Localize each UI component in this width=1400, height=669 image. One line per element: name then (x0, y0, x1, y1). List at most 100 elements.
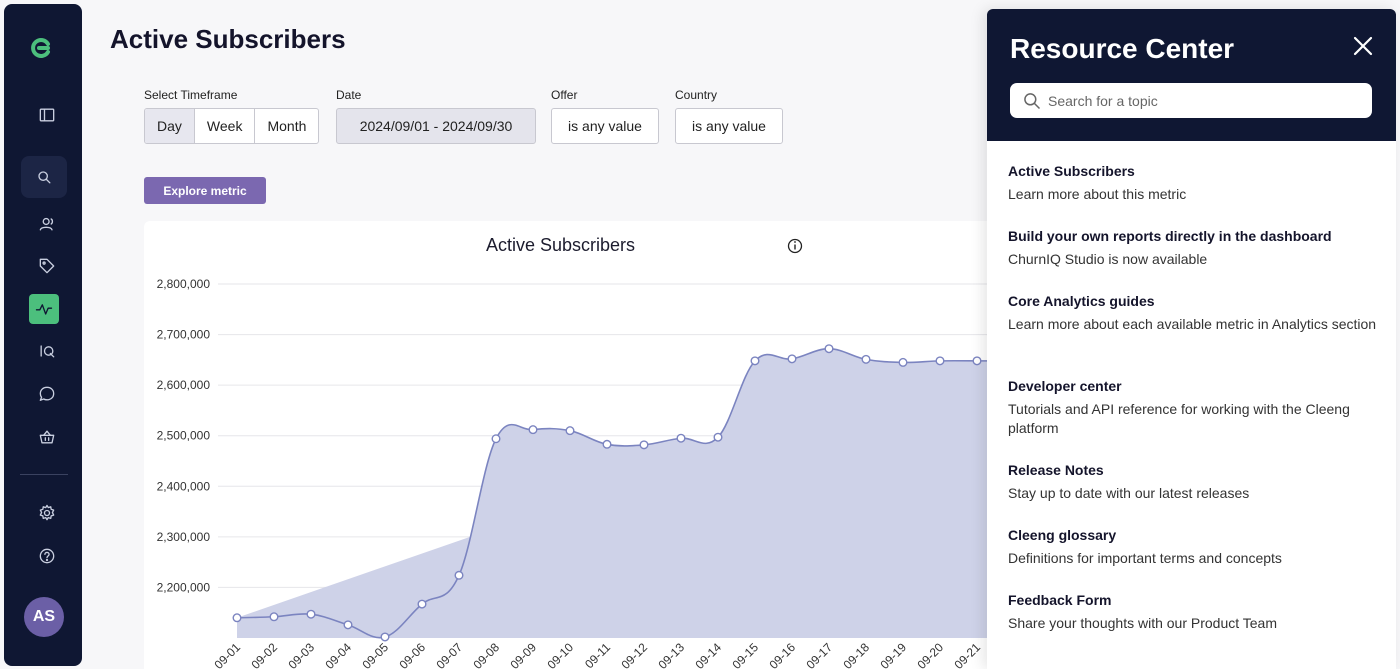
close-icon[interactable] (1352, 35, 1374, 57)
timeframe-day-option[interactable]: Day (145, 109, 195, 143)
explore-metric-button[interactable]: Explore metric (144, 177, 266, 204)
data-point[interactable] (972, 356, 982, 366)
avatar[interactable]: AS (24, 597, 64, 637)
resource-item[interactable]: Active Subscribers Learn more about this… (1008, 162, 1378, 204)
page-title: Active Subscribers (110, 24, 346, 54)
data-point[interactable] (676, 433, 686, 443)
area-fill-extension (237, 348, 1044, 638)
data-point[interactable] (861, 354, 871, 364)
data-point[interactable] (602, 439, 612, 449)
resource-item[interactable]: Cleeng glossary Definitions for importan… (1008, 526, 1378, 568)
chart-card: Active Subscribers 2,200,000 2,300,000 2,4… (144, 221, 1044, 669)
data-point[interactable] (491, 434, 501, 444)
resource-item-desc: Share your thoughts with our Product Tea… (1008, 615, 1278, 631)
y-tick-label: 2,300,000 (157, 530, 211, 544)
resource-item-title: Build your own reports directly in the d… (1008, 228, 1332, 244)
y-tick-label: 2,700,000 (157, 328, 211, 342)
x-tick-label: 09-06 (397, 640, 429, 669)
y-tick-label: 2,500,000 (157, 429, 211, 443)
users-icon[interactable] (26, 207, 68, 241)
x-tick-label: 09-15 (730, 640, 762, 669)
resource-item[interactable]: Core Analytics guides Learn more about e… (1008, 292, 1378, 334)
resource-item-title: Cleeng glossary (1008, 527, 1117, 543)
area-fill (237, 348, 977, 638)
resource-item[interactable]: Developer center Tutorials and API refer… (1008, 377, 1378, 438)
data-point[interactable] (787, 354, 797, 364)
x-tick-label: 09-04 (323, 640, 355, 669)
resource-item-desc: Definitions for important terms and conc… (1008, 550, 1282, 566)
y-tick-label: 2,800,000 (157, 277, 211, 291)
search-icon[interactable] (21, 156, 67, 198)
data-point[interactable] (343, 620, 353, 630)
x-tick-label: 09-19 (878, 640, 910, 669)
resource-item[interactable]: Release Notes Stay up to date with our l… (1008, 461, 1378, 503)
tag-icon[interactable] (26, 249, 68, 283)
iq-icon[interactable] (26, 334, 68, 368)
timeframe-label: Select Timeframe (144, 88, 238, 102)
data-point[interactable] (639, 440, 649, 450)
resource-center-panel: Resource Center Active Subscribers Learn… (987, 9, 1396, 669)
resource-item[interactable]: Feedback Form Share your thoughts with o… (1008, 591, 1378, 633)
x-tick-label: 09-21 (952, 640, 984, 669)
x-tick-label: 09-14 (693, 640, 725, 669)
date-label: Date (336, 88, 362, 102)
data-point[interactable] (269, 612, 279, 622)
country-filter[interactable]: is any value (675, 108, 783, 144)
x-tick-label: 09-18 (841, 640, 873, 669)
timeframe-month-option[interactable]: Month (267, 118, 307, 134)
info-icon[interactable] (787, 238, 803, 254)
resource-item-title: Developer center (1008, 378, 1122, 394)
point-layer (232, 344, 982, 642)
resource-item-title: Core Analytics guides (1008, 293, 1155, 309)
offer-filter[interactable]: is any value (551, 108, 659, 144)
resource-item-desc: Stay up to date with our latest releases (1008, 485, 1250, 501)
data-point[interactable] (380, 632, 390, 642)
logo-icon[interactable] (30, 36, 54, 60)
resource-center-title: Resource Center (1010, 33, 1235, 64)
x-tick-label: 09-16 (767, 640, 799, 669)
data-point[interactable] (713, 432, 723, 442)
data-point[interactable] (565, 426, 575, 436)
resource-item-desc: Learn more about this metric (1008, 186, 1187, 202)
x-tick-label: 09-20 (915, 640, 947, 669)
data-point[interactable] (824, 344, 834, 354)
x-tick-label: 09-17 (804, 640, 836, 669)
x-tick-label: 09-03 (286, 640, 318, 669)
data-point[interactable] (750, 356, 760, 366)
chat-icon[interactable] (26, 377, 68, 411)
x-tick-label: 09-10 (545, 640, 577, 669)
y-tick-label: 2,400,000 (157, 479, 211, 493)
sidebar: AS (4, 4, 82, 666)
resource-item-desc: ChurnIQ Studio is now available (1008, 251, 1208, 267)
date-range-picker[interactable]: 2024/09/01 - 2024/09/30 (336, 108, 536, 144)
data-point[interactable] (232, 613, 242, 623)
timeframe-week-option[interactable]: Week (195, 109, 256, 143)
data-point[interactable] (935, 356, 945, 366)
x-tick-label: 09-01 (212, 640, 244, 669)
x-tick-label: 09-05 (360, 640, 392, 669)
help-icon[interactable] (26, 539, 68, 573)
data-point[interactable] (417, 599, 427, 609)
resource-search-input[interactable] (1048, 92, 1348, 109)
x-tick-label: 09-11 (582, 640, 613, 669)
country-label: Country (675, 88, 718, 102)
timeframe-segmented-control: Day Week Month (144, 108, 320, 144)
gear-icon[interactable] (26, 496, 68, 530)
data-point[interactable] (306, 609, 316, 619)
resource-search-box (1010, 83, 1372, 118)
data-point[interactable] (528, 425, 538, 435)
data-point[interactable] (454, 570, 464, 580)
resource-item-desc: Tutorials and API reference for working … (1008, 401, 1350, 436)
activity-icon[interactable] (29, 294, 59, 324)
x-tick-label: 09-07 (434, 640, 466, 669)
x-tick-label: 09-13 (656, 640, 688, 669)
active-subscribers-chart: Active Subscribers 2,200,000 2,300,000 2,4… (157, 235, 1044, 669)
panel-toggle-icon[interactable] (26, 98, 68, 132)
resource-item[interactable]: Build your own reports directly in the d… (1008, 227, 1378, 269)
basket-icon[interactable] (26, 420, 68, 454)
offer-label: Offer (551, 88, 578, 102)
resource-item-desc: Learn more about each available metric i… (1008, 316, 1377, 332)
data-point[interactable] (898, 357, 908, 367)
area-layer (236, 347, 1044, 639)
